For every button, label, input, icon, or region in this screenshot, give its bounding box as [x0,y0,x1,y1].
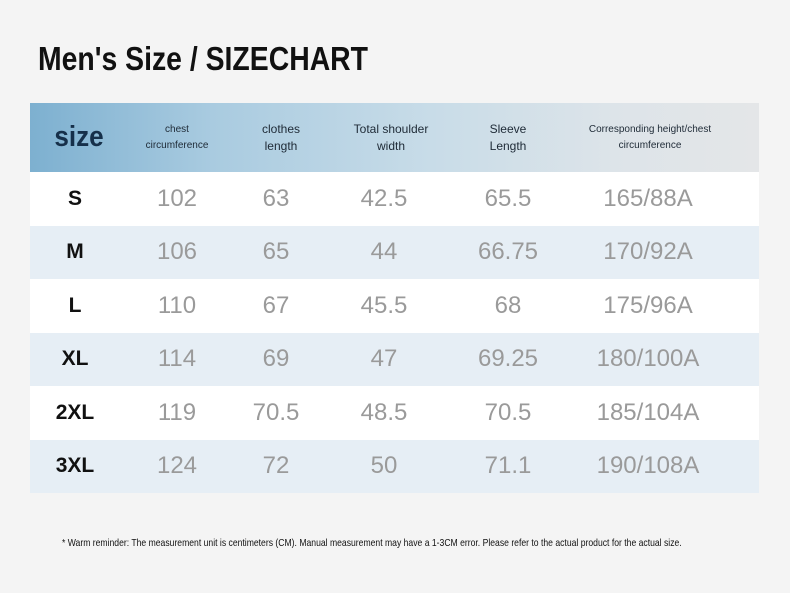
header-height-line2: circumference [618,139,682,151]
cell-chest: 106 [156,238,198,266]
measurement-note: * Warm reminder: The measurement unit is… [62,537,682,549]
table-row: S 102 63 42.5 65.5 165/88A [30,172,759,226]
cell-chest: 124 [156,452,198,480]
cell-sleeve: 71.1 [484,452,532,480]
size-chart-table: size chest circumference clothes length To… [30,103,759,493]
cell-chest: 119 [157,398,197,426]
header-size: size [54,121,104,153]
header-length-line2: length [264,138,298,153]
header-clothes-length: clothes length [226,103,336,172]
header-height-line1: Corresponding height/chest [588,123,712,135]
cell-shoulder: 44 [370,238,398,266]
cell-sleeve: 65.5 [484,184,532,212]
cell-height: 175/96A [603,291,693,319]
table-row: XL 114 69 47 69.25 180/100A [30,332,759,386]
cell-sleeve: 66.75 [477,238,539,266]
cell-size: 3XL [55,454,95,478]
table-header: size chest circumference clothes length To… [30,103,759,172]
cell-height: 180/100A [596,345,700,373]
table-row: 2XL 119 70.5 48.5 70.5 185/104A [30,386,759,440]
header-sleeve-line1: Sleeve [489,121,527,136]
cell-height: 185/104A [596,398,700,426]
cell-size: XL [61,347,89,371]
cell-height: 190/108A [596,452,700,480]
header-shoulder-line2: width [376,138,405,153]
cell-length: 70.5 [252,398,300,426]
header-chest-circumference: chest circumference [128,103,226,172]
table-row: 3XL 124 72 50 71.1 190/108A [30,439,759,493]
cell-sleeve: 70.5 [484,398,532,426]
cell-shoulder: 42.5 [360,184,408,212]
header-length-line1: clothes [261,121,301,136]
cell-shoulder: 48.5 [360,398,408,426]
cell-chest: 114 [157,345,197,373]
cell-size: S [67,186,82,210]
cell-chest: 110 [157,291,197,319]
cell-length: 72 [262,452,290,480]
cell-height: 165/88A [603,184,693,212]
header-chest-line2: circumference [145,139,209,151]
cell-shoulder: 47 [370,345,398,373]
cell-size: M [66,240,84,264]
header-chest-line1: chest [165,123,189,135]
cell-size: L [68,293,82,317]
cell-height: 170/92A [603,238,693,266]
cell-sleeve: 68 [494,291,522,319]
header-sleeve-length: Sleeve Length [446,103,570,172]
cell-size: 2XL [55,400,95,424]
cell-chest: 102 [156,184,198,212]
header-sleeve-line2: Length [489,138,527,153]
header-shoulder-line1: Total shoulder [353,121,429,136]
cell-shoulder: 50 [370,452,398,480]
header-shoulder-width: Total shoulder width [336,103,446,172]
cell-length: 63 [262,184,290,212]
page-title: Men's Size / SIZECHART [38,40,369,77]
cell-sleeve: 69.25 [477,345,539,373]
table-row: M 106 65 44 66.75 170/92A [30,225,759,279]
cell-shoulder: 45.5 [360,291,408,319]
cell-length: 65 [262,238,290,266]
cell-length: 67 [262,291,290,319]
header-height-chest: Corresponding height/chest circumference [570,103,730,172]
cell-length: 69 [262,345,290,373]
table-row: L 110 67 45.5 68 175/96A [30,279,759,333]
